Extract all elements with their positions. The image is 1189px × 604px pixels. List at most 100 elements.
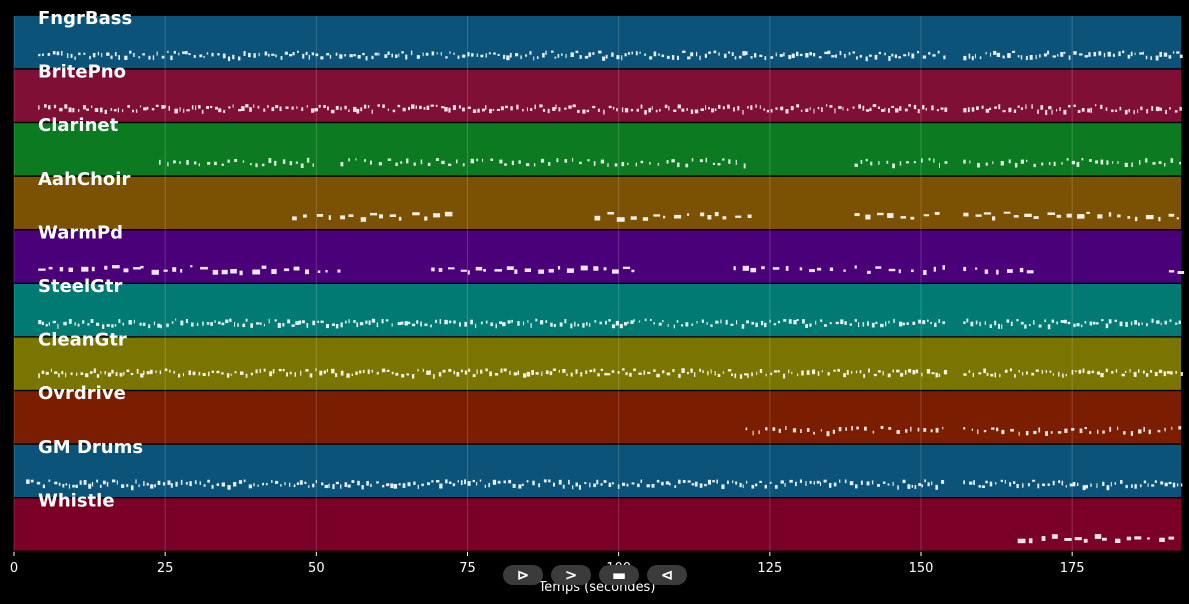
note (1029, 55, 1033, 60)
note (1145, 158, 1148, 163)
note (370, 160, 372, 165)
note (175, 481, 178, 487)
forward-button[interactable]: > (551, 565, 591, 585)
note (844, 479, 847, 484)
note (973, 480, 975, 485)
note (796, 51, 799, 57)
note (291, 324, 295, 327)
note (690, 368, 693, 373)
note (206, 322, 210, 325)
note (780, 480, 784, 484)
note (722, 371, 725, 374)
note (969, 481, 973, 485)
note (785, 109, 789, 114)
note (439, 483, 443, 489)
note (489, 371, 492, 377)
note (435, 104, 438, 107)
note (624, 53, 627, 57)
note (161, 105, 165, 109)
note (282, 323, 285, 327)
note (326, 368, 328, 373)
note (1127, 54, 1131, 59)
note (328, 215, 331, 220)
note (91, 266, 95, 272)
note (1012, 50, 1016, 53)
track-label: WarmPd (38, 222, 123, 243)
note (1157, 429, 1161, 433)
note (117, 107, 119, 113)
note (299, 480, 303, 485)
note (588, 52, 592, 57)
note (329, 54, 332, 59)
note (340, 484, 342, 489)
note (459, 322, 461, 327)
note (802, 319, 805, 324)
note (910, 426, 912, 432)
note (54, 481, 58, 485)
note (633, 319, 635, 323)
note (896, 430, 900, 434)
rewind-button[interactable]: ⊲ (647, 565, 687, 585)
note (805, 481, 807, 486)
note (1057, 431, 1062, 434)
note (280, 56, 283, 60)
note (694, 372, 696, 377)
note (725, 319, 728, 325)
note (135, 479, 137, 484)
note (1032, 479, 1036, 482)
note (653, 322, 655, 325)
note (263, 108, 266, 112)
note (489, 108, 492, 114)
note (368, 320, 371, 325)
note (157, 480, 161, 485)
note (386, 369, 390, 372)
note (1002, 110, 1006, 113)
note (111, 369, 114, 374)
note (974, 54, 976, 59)
note (381, 368, 386, 373)
note (159, 370, 162, 375)
note (644, 53, 646, 56)
note (1066, 158, 1069, 161)
note (52, 51, 56, 55)
note (1147, 537, 1150, 540)
note (324, 484, 329, 489)
note (75, 484, 78, 488)
note (904, 108, 908, 112)
note (1102, 481, 1105, 486)
note (862, 322, 865, 327)
note (600, 368, 604, 371)
note (1079, 53, 1083, 56)
note (596, 479, 599, 485)
note (516, 104, 519, 110)
note (457, 480, 459, 483)
note (875, 321, 878, 324)
note (745, 427, 748, 431)
track-notes (745, 426, 1182, 437)
note (116, 480, 118, 485)
note (431, 51, 435, 56)
note (594, 320, 597, 323)
play-button[interactable]: ⊳ (503, 565, 543, 585)
note (119, 372, 123, 377)
note (151, 108, 155, 111)
note (530, 108, 533, 111)
note (635, 51, 638, 56)
note (942, 426, 944, 430)
note (887, 213, 894, 218)
note (561, 53, 563, 56)
note (607, 212, 614, 215)
note (963, 321, 966, 324)
note (96, 374, 100, 378)
note (1091, 370, 1095, 374)
note (229, 318, 232, 322)
note (746, 320, 749, 324)
note (759, 480, 762, 483)
stop-button[interactable]: ▬ (599, 565, 639, 585)
note (479, 479, 482, 482)
note (612, 106, 615, 110)
note (132, 109, 134, 113)
note (892, 369, 894, 373)
note (899, 321, 903, 327)
note (243, 51, 246, 56)
